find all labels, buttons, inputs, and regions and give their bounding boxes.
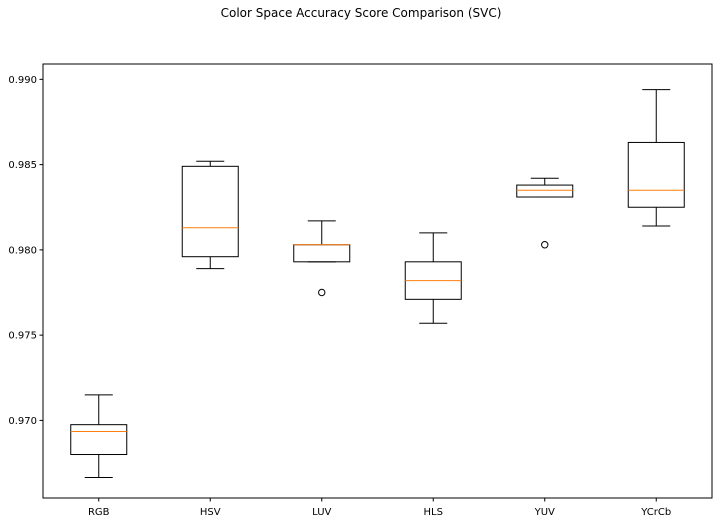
y-tick-label-1: 0.975 [8, 331, 37, 342]
box-yuv [516, 184, 574, 198]
x-tick-label-hls: HLS [424, 507, 443, 518]
box-rgb [70, 424, 128, 456]
outlier-luv-0 [318, 288, 326, 297]
box-hsv [181, 165, 239, 258]
x-tick-label-rgb: RGB [88, 507, 110, 518]
y-tick-label-4: 0.990 [8, 75, 37, 86]
outlier-yuv-0 [541, 241, 549, 249]
y-tick-label-0: 0.970 [8, 416, 37, 427]
x-tick-label-hsv: HSV [200, 507, 221, 518]
plot-frame [42, 63, 713, 499]
chart-title: Color Space Accuracy Score Comparison (S… [221, 6, 502, 20]
x-tick-label-ycrcb: YCrCb [640, 507, 671, 518]
box-ycrcb [627, 141, 685, 208]
x-tick-label-yuv: YUV [534, 507, 555, 518]
y-tick-label-2: 0.980 [8, 245, 37, 256]
x-tick-label-luv: LUV [312, 507, 331, 518]
y-tick-label-3: 0.985 [8, 160, 37, 171]
